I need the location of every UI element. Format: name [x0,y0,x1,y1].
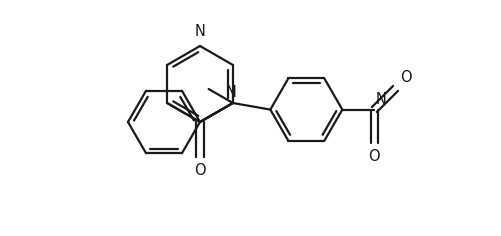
Text: O: O [400,70,412,85]
Text: O: O [194,163,206,178]
Text: N: N [194,24,205,39]
Text: N: N [225,85,236,100]
Text: O: O [369,149,380,164]
Text: N: N [375,92,386,107]
